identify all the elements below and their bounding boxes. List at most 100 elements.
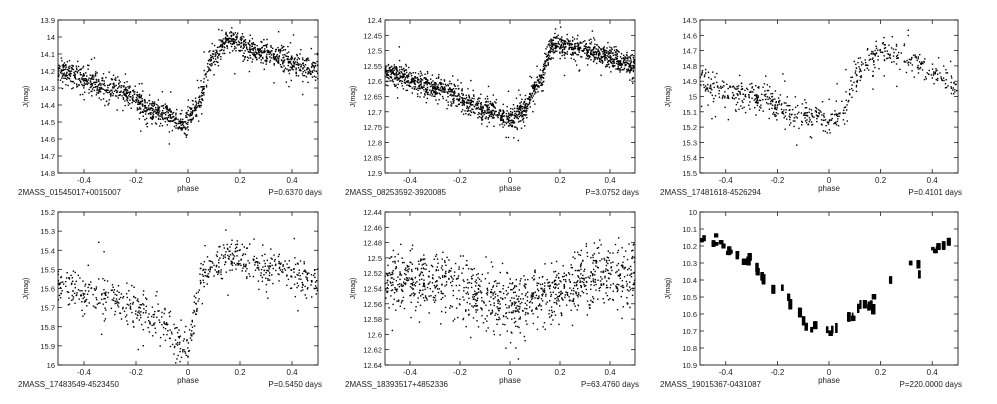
data-point — [87, 68, 89, 70]
data-point — [833, 113, 836, 116]
data-point — [888, 44, 890, 46]
data-point — [86, 64, 89, 66]
data-point — [148, 313, 150, 315]
data-point — [285, 55, 287, 57]
data-point — [95, 296, 97, 299]
data-point — [458, 103, 460, 105]
data-point — [75, 83, 78, 86]
data-point — [101, 293, 103, 295]
data-point — [69, 75, 72, 77]
data-point — [185, 114, 187, 117]
data-point — [266, 43, 268, 46]
data-point — [135, 310, 137, 312]
data-point — [94, 86, 97, 88]
data-point — [577, 287, 579, 290]
data-point — [235, 36, 237, 38]
data-point — [417, 73, 420, 75]
data-point — [780, 104, 782, 106]
data-point — [395, 85, 397, 87]
data-point — [505, 115, 508, 118]
data-point — [465, 94, 467, 97]
data-point — [864, 64, 867, 66]
data-point — [547, 64, 549, 66]
data-point — [226, 45, 228, 47]
data-point — [883, 36, 885, 39]
data-point — [631, 255, 634, 258]
data-point — [631, 54, 633, 56]
data-point — [258, 288, 260, 291]
data-point — [257, 261, 259, 263]
data-point — [462, 93, 465, 96]
data-point — [411, 79, 413, 82]
x-tick-label: 0 — [186, 368, 191, 377]
data-point — [182, 118, 184, 121]
data-point — [221, 39, 224, 41]
data-point — [217, 57, 219, 59]
data-point — [760, 104, 762, 106]
data-point — [291, 276, 293, 278]
data-point — [125, 95, 127, 97]
data-point — [284, 49, 287, 51]
data-point — [389, 69, 392, 72]
data-point — [704, 74, 706, 76]
data-point — [90, 287, 93, 289]
data-point — [202, 263, 204, 266]
data-point — [601, 51, 604, 53]
data-point — [473, 112, 475, 114]
data-point — [793, 117, 796, 119]
data-point — [139, 102, 142, 105]
data-point — [794, 120, 796, 122]
data-point — [628, 65, 631, 68]
data-point — [590, 288, 592, 291]
data-point — [609, 297, 611, 300]
data-point — [296, 54, 299, 57]
data-point — [65, 84, 67, 86]
data-point — [153, 101, 156, 103]
data-point — [134, 313, 137, 315]
data-point — [579, 277, 581, 280]
data-point — [601, 258, 603, 260]
data-point — [120, 85, 123, 87]
data-point — [230, 34, 232, 37]
data-point — [808, 108, 811, 110]
data-point — [300, 290, 302, 292]
data-point — [232, 40, 234, 43]
data-point — [115, 84, 117, 87]
x-tick-label: 0.2 — [875, 176, 887, 185]
data-point — [254, 49, 257, 51]
data-point — [831, 113, 833, 115]
data-point — [428, 270, 430, 273]
data-point — [937, 77, 939, 80]
data-point — [580, 268, 582, 271]
data-point — [248, 41, 251, 43]
data-point — [633, 62, 636, 65]
data-point — [393, 85, 396, 87]
data-point — [289, 60, 291, 63]
data-point — [407, 74, 409, 77]
data-point — [234, 247, 237, 250]
data-point — [62, 69, 65, 71]
data-point — [550, 50, 552, 53]
data-point — [907, 29, 909, 31]
data-point — [485, 112, 487, 114]
data-point — [437, 77, 440, 79]
data-point — [142, 111, 144, 113]
data-point — [444, 285, 446, 287]
data-point — [481, 106, 483, 109]
data-point — [161, 311, 163, 314]
data-point — [466, 99, 469, 101]
data-point — [108, 71, 110, 73]
data-point — [244, 49, 246, 52]
data-point — [71, 277, 74, 279]
data-point — [442, 88, 444, 90]
data-point — [143, 304, 145, 306]
data-point — [461, 88, 464, 90]
data-point — [183, 132, 186, 134]
data-point — [398, 77, 400, 80]
data-point — [61, 87, 64, 90]
data-point — [199, 273, 201, 275]
data-point — [500, 116, 502, 118]
data-point — [512, 114, 514, 116]
data-point — [270, 248, 272, 250]
data-point — [197, 104, 200, 107]
